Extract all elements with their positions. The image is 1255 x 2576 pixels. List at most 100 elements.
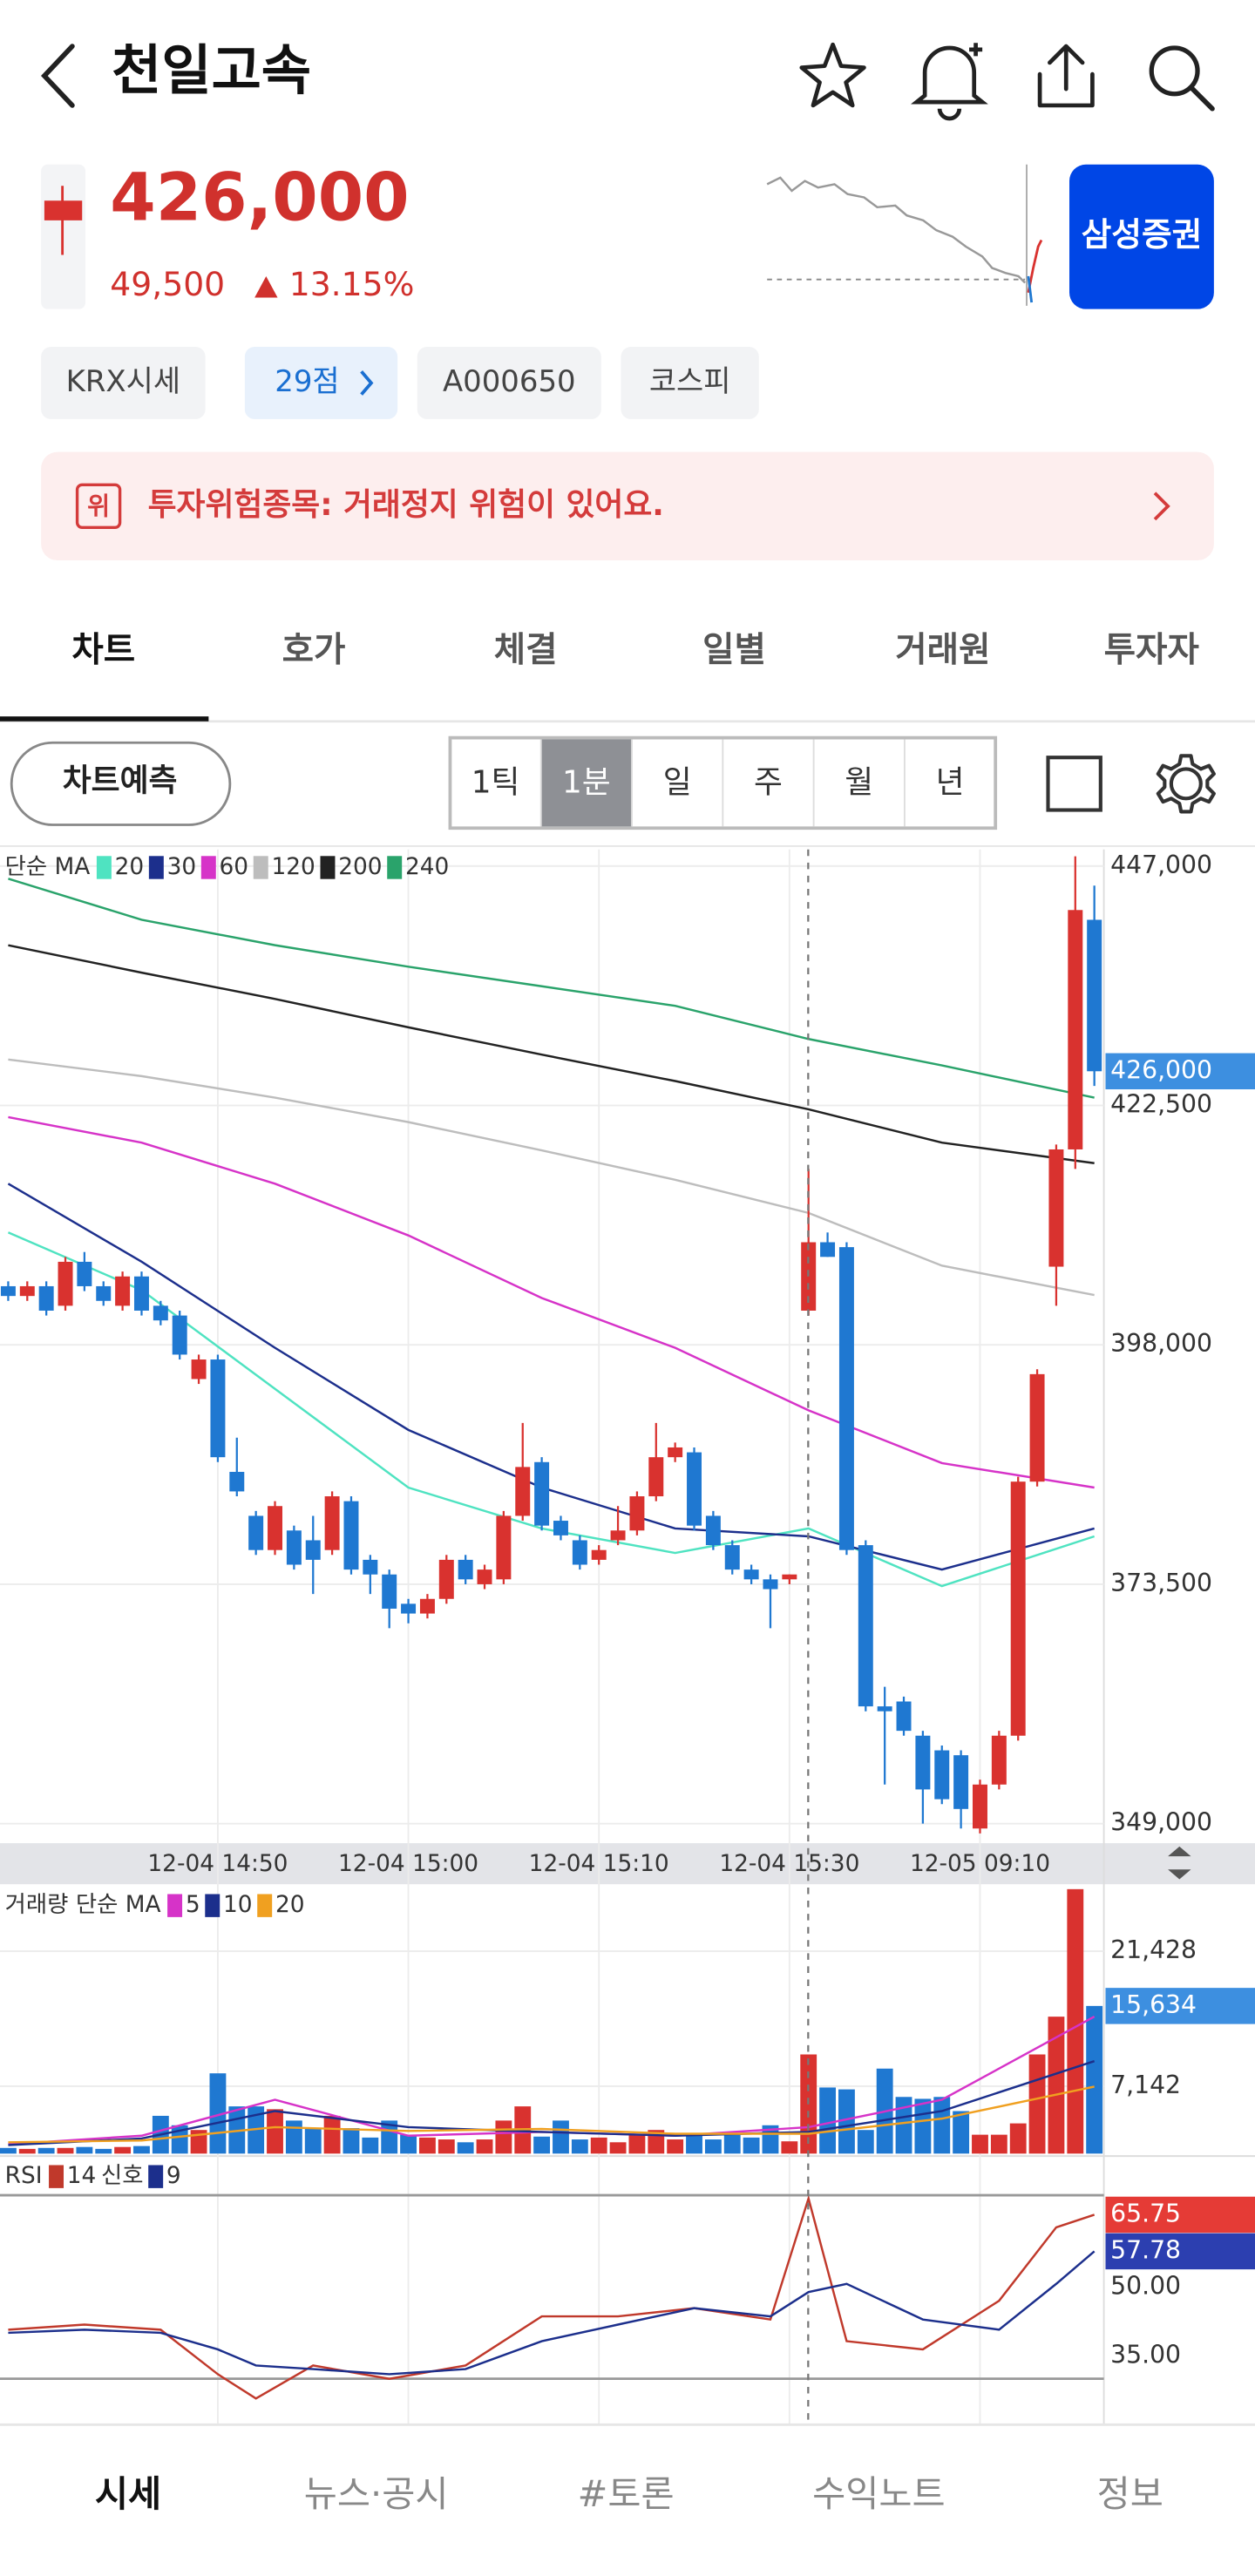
x-tick-label: 12-05 09:10: [910, 1851, 1050, 1877]
volume-bar: [972, 2134, 988, 2154]
axis-resize-handle[interactable]: [1168, 1846, 1191, 1880]
legend-label: 20: [115, 854, 145, 880]
rsi-value-box: [1105, 2196, 1255, 2234]
legend-swatch: [96, 856, 112, 879]
settings-gear-hole: [1169, 767, 1203, 801]
tab[interactable]: 일별: [702, 630, 766, 670]
period-option[interactable]: 1틱: [471, 764, 520, 800]
banner-chevron: [1153, 491, 1170, 521]
current-volume-label: 15,634: [1110, 1990, 1197, 2019]
chip[interactable]: [244, 347, 398, 419]
alert-plus: [969, 43, 983, 57]
current-volume-box: [1105, 1988, 1255, 2024]
candle-body: [763, 1579, 778, 1590]
period-option[interactable]: 월: [845, 764, 873, 800]
up-triangle: [254, 275, 278, 298]
candle-body: [96, 1285, 112, 1301]
nav-item[interactable]: #토론: [578, 2473, 675, 2515]
legend-label: 14: [67, 2163, 97, 2189]
nav-item[interactable]: 정보: [1097, 2473, 1163, 2515]
candle-body: [438, 1559, 454, 1599]
legend-label: 120: [271, 854, 315, 880]
nav-item[interactable]: 뉴스·공시: [304, 2473, 449, 2515]
candle-body: [591, 1549, 607, 1560]
candle-body: [838, 1247, 854, 1550]
volume-bar: [285, 2120, 302, 2154]
candle-body: [477, 1569, 492, 1584]
ma-line: [8, 878, 1095, 1099]
tab[interactable]: 투자자: [1104, 630, 1199, 670]
sparkline-today-low: [1027, 275, 1034, 303]
chip[interactable]: [41, 347, 206, 419]
legend-label: 5: [186, 1892, 200, 1918]
predict-button[interactable]: [10, 741, 232, 826]
candle-body: [496, 1515, 512, 1580]
candle-body: [343, 1501, 359, 1570]
favorite-icon[interactable]: [799, 42, 866, 108]
candle-body: [553, 1521, 568, 1535]
volume-bar: [1009, 2123, 1027, 2154]
volume-bar: [628, 2134, 646, 2154]
ma-line: [8, 1058, 1095, 1297]
predict-label: 차트예측: [63, 763, 178, 798]
candle-body: [687, 1452, 702, 1526]
candle-body: [572, 1540, 587, 1565]
candle-body: [1068, 910, 1083, 1149]
volume-bar: [343, 2128, 360, 2154]
volume-bar: [553, 2120, 569, 2154]
volume-bar: [362, 2137, 379, 2154]
settings-icon[interactable]: [1156, 754, 1216, 814]
candle-body: [877, 1706, 892, 1712]
chip[interactable]: [417, 347, 601, 419]
volume-bar: [895, 2097, 912, 2154]
chip[interactable]: [621, 347, 759, 419]
candle-body: [363, 1559, 378, 1575]
checkbox[interactable]: [1046, 756, 1102, 812]
nav-item[interactable]: 수익노트: [812, 2473, 946, 2515]
broker-button[interactable]: [1069, 164, 1214, 309]
candle-body: [1048, 1149, 1064, 1267]
candle-body: [743, 1569, 759, 1580]
risk-banner[interactable]: [41, 451, 1214, 561]
volume-bar: [723, 2134, 741, 2154]
search-icon[interactable]: [1149, 45, 1200, 97]
sparkline-today: [1027, 239, 1043, 294]
volume-bar: [438, 2139, 455, 2154]
legend-label: 30: [167, 854, 197, 880]
period-option[interactable]: 일: [663, 764, 692, 800]
candle-body: [210, 1359, 226, 1458]
volume-bar: [400, 2134, 417, 2154]
period-option[interactable]: 주: [754, 764, 783, 800]
tab[interactable]: 거래원: [895, 630, 990, 670]
ma-line: [8, 2060, 1096, 2146]
candle-body: [0, 1285, 16, 1297]
volume-bar: [609, 2142, 627, 2154]
x-tick-label: 12-04 15:30: [719, 1851, 859, 1877]
tab[interactable]: 차트: [71, 630, 135, 670]
change-rate: 13.15%: [289, 265, 415, 303]
volume-bar: [914, 2098, 932, 2154]
tab[interactable]: 체결: [494, 630, 558, 670]
period-option[interactable]: 1분: [562, 764, 611, 800]
share-icon[interactable]: [1037, 44, 1095, 108]
candle-body: [115, 1276, 131, 1306]
period-option[interactable]: 년: [936, 764, 965, 800]
tab[interactable]: 호가: [282, 630, 346, 670]
alert-icon[interactable]: [911, 45, 988, 121]
nav-item[interactable]: 시세: [95, 2473, 161, 2515]
candle-body: [229, 1471, 245, 1492]
candle-body: [953, 1755, 969, 1809]
risk-badge: [75, 483, 122, 530]
chip-label: 29점: [275, 364, 339, 398]
y-tick-label: 35.00: [1110, 2340, 1181, 2369]
current-price-label: 426,000: [1110, 1055, 1212, 1084]
legend-label: 200: [338, 854, 382, 880]
volume-bar: [590, 2137, 607, 2154]
volume-bar: [476, 2139, 493, 2154]
volume-bar: [704, 2139, 722, 2154]
back-button[interactable]: [41, 44, 75, 108]
candle-body: [629, 1496, 645, 1531]
rsi-line: [8, 2194, 1096, 2400]
candle-body: [133, 1276, 149, 1311]
